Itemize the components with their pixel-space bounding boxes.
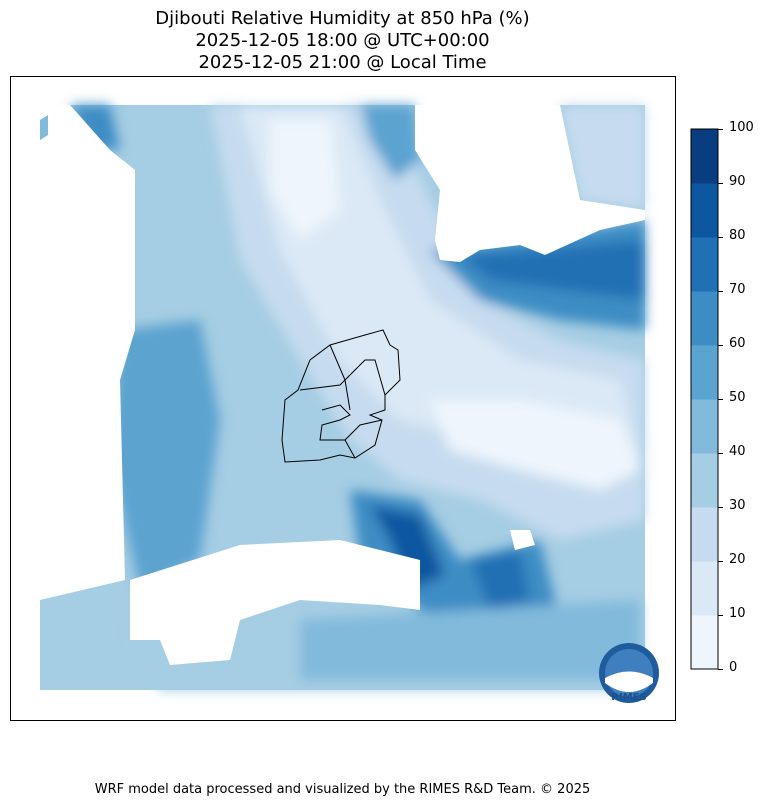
colorbar-segment bbox=[691, 183, 718, 238]
colorbar-tick-label: 40 bbox=[729, 444, 746, 459]
colorbar-tick-label: 50 bbox=[729, 390, 746, 405]
colorbar-tick-label: 10 bbox=[729, 606, 746, 621]
colorbar-segment bbox=[691, 507, 718, 562]
djibouti-borders bbox=[281, 329, 401, 463]
colorbar-tick-label: 30 bbox=[729, 498, 746, 513]
humidity-contours bbox=[70, 105, 645, 690]
title-line-3: 2025-12-05 21:00 @ Local Time bbox=[198, 52, 487, 73]
no-data-regions bbox=[40, 105, 645, 665]
title-line-2: 2025-12-05 18:00 @ UTC+00:00 bbox=[195, 30, 490, 51]
title-line-1: Djibouti Relative Humidity at 850 hPa (%… bbox=[155, 8, 530, 29]
colorbar-tick-label: 20 bbox=[729, 552, 746, 567]
colorbar-segment bbox=[691, 291, 718, 346]
colorbar-tick-label: 90 bbox=[729, 174, 746, 189]
colorbar-segment bbox=[691, 615, 718, 670]
colorbar-segment bbox=[691, 399, 718, 454]
colorbar-segment bbox=[691, 453, 718, 508]
colorbar-segment bbox=[691, 237, 718, 292]
colorbar-segment bbox=[691, 129, 718, 184]
colorbar-segment bbox=[691, 345, 718, 400]
footer-credit: WRF model data processed and visualized … bbox=[94, 782, 591, 797]
logo-text: RIMES bbox=[611, 692, 646, 703]
humidity-map: RIMES bbox=[10, 76, 676, 721]
colorbar-segment bbox=[691, 561, 718, 616]
colorbar-tick-label: 80 bbox=[729, 228, 746, 243]
colorbar-tick-label: 0 bbox=[729, 660, 738, 675]
rimes-logo: RIMES bbox=[599, 643, 659, 703]
colorbar-tick-label: 60 bbox=[729, 336, 746, 351]
colorbar bbox=[690, 128, 719, 670]
axes-frame bbox=[10, 76, 676, 721]
colorbar-tick-label: 100 bbox=[729, 120, 754, 135]
colorbar-tick-label: 70 bbox=[729, 282, 746, 297]
